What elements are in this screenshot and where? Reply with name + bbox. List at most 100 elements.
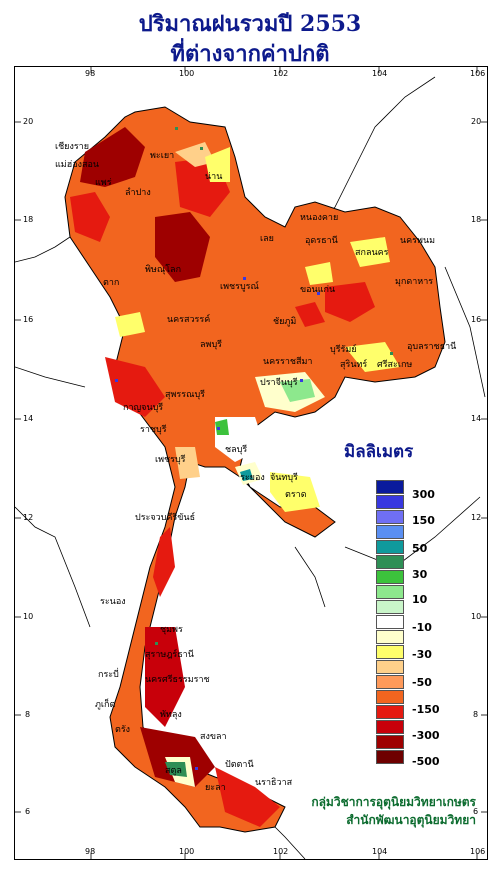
lon-tick-bottom: 98 [85,847,96,856]
place-label: หนองคาย [300,213,338,223]
lat-tick-right: 12 [471,513,482,522]
legend-label: -500 [412,755,440,768]
place-label: นครพนม [400,236,435,246]
legend-label: -50 [412,676,432,689]
place-label: กระบี่ [98,667,119,680]
legend-label: -150 [412,703,440,716]
lon-tick-top: 100 [179,69,195,78]
place-label: ลำปาง [125,187,151,198]
cambodia-coast [344,496,481,568]
lon-tick-bottom: 106 [470,847,486,856]
legend-swatch [376,600,404,614]
legend-swatch [376,645,404,659]
lon-tick-top: 98 [85,69,96,78]
lat-tick-left: 6 [25,807,31,816]
place-label: พะเยา [150,151,174,161]
legend-swatch [376,495,404,509]
legend-swatch [376,525,404,539]
place-label: เพชรบุรี [155,454,186,465]
legend-swatch [376,540,404,554]
place-label: ชลบุรี [225,444,247,455]
place-label: ศรีสะเกษ [377,359,412,370]
place-label: พิษณุโลก [145,264,181,275]
place-label: แพร่ [95,178,112,188]
place-label: เชียงราย [55,141,89,152]
legend-swatch [376,480,404,494]
legend-label: 30 [412,568,428,581]
lon-tick-top: 104 [372,69,388,78]
lat-tick-left: 10 [23,612,34,621]
place-label: ราชบุรี [140,424,167,435]
place-label: สุรินทร์ [340,358,367,370]
legend-label: 10 [412,593,428,606]
map-title: ปริมาณฝนรวมปี 2553 [138,11,362,37]
legend-swatch [376,630,404,644]
andaman-coast [15,506,91,628]
legend-label: 150 [412,514,435,527]
legend-swatch [376,615,404,629]
place-label: ขอนแก่น [300,285,335,295]
place-label: ระยอง [240,473,265,483]
place-label: ภูเก็ต [95,697,115,710]
legend-label: -10 [412,621,432,634]
place-label: นครราชสีมา [263,356,312,367]
credit-line-1: กลุ่มวิชาการอุตุนิยมวิทยาเกษตร [311,795,476,809]
lon-tick-top: 106 [470,69,486,78]
place-label: สุพรรณบุรี [165,389,205,400]
legend-label: 50 [412,542,428,555]
place-label: จันทบุรี [270,472,298,483]
place-label: นครสวรรค์ [167,313,210,325]
legend-swatch [376,675,404,689]
legend-label: -30 [412,648,432,661]
legend-label: -300 [412,729,440,742]
lat-tick-left: 18 [23,215,34,224]
lat-tick-right: 6 [473,807,479,816]
legend-swatch [376,510,404,524]
place-label: อุบลราชธานี [407,341,456,352]
place-label: ลพบุรี [200,339,222,350]
legend-swatch [376,735,404,749]
laos-border [314,76,436,228]
legend-swatch [376,720,404,734]
province-labels: เชียงราย พะเยา น่าน ลำปาง แพร่ หนองคาย อ… [55,141,456,793]
lat-tick-left: 20 [23,117,34,126]
place-label: สุราษฎร์ธานี [145,648,194,660]
map-frame: เชียงราย พะเยา น่าน ลำปาง แพร่ หนองคาย อ… [14,66,488,860]
place-label: แม่ฮ่องสอน [55,160,99,170]
color-legend [376,480,404,765]
place-label: น่าน [205,172,222,182]
coast-west-upper [15,366,86,388]
place-label: ยะลา [205,783,226,793]
place-label: ตรัง [115,725,130,735]
credit-line-2: สำนักพัฒนาอุตุนิยมวิทยา [346,813,476,827]
lat-tick-right: 20 [471,117,482,126]
place-label: นครศรีธรรมราช [145,674,210,685]
legend-unit: มิลลิเมตร [344,442,414,462]
place-label: สกลนคร [355,248,389,258]
place-label: บุรีรัมย์ [330,343,357,355]
legend-swatch [376,750,404,764]
station-markers [115,127,393,770]
lat-tick-right: 14 [471,414,482,423]
place-label: พัทลุง [160,710,182,720]
lon-tick-bottom: 102 [273,847,289,856]
place-label: กาญจนบุรี [123,402,163,413]
place-label: สตูล [165,766,182,776]
place-label: ตาก [103,278,119,288]
place-label: ปัตตานี [225,759,254,770]
lat-tick-left: 14 [23,414,34,423]
legend-swatch [376,705,404,719]
lat-tick-right: 8 [473,710,479,719]
lat-tick-right: 16 [471,315,482,324]
legend-swatch [376,555,404,569]
place-label: ชัยภูมิ [273,316,296,327]
gulf-coast [294,546,326,608]
place-label: เลย [260,234,274,244]
lat-tick-right: 10 [471,612,482,621]
lat-tick-left: 16 [23,315,34,324]
place-label: ชุมพร [160,625,183,635]
place-label: สงขลา [200,732,227,742]
legend-swatch [376,660,404,674]
legend-swatch [376,585,404,599]
place-label: เพชรบูรณ์ [220,280,259,292]
